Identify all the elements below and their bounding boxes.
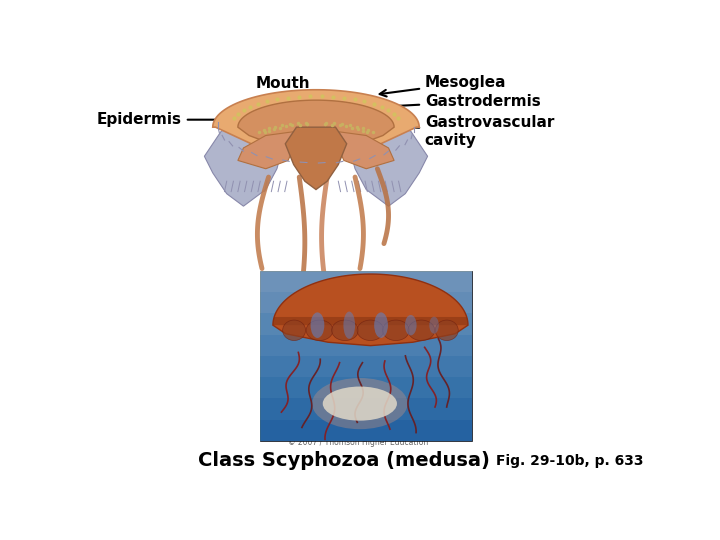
Text: © 2007 / Thomson Higher Education: © 2007 / Thomson Higher Education <box>288 438 428 447</box>
Bar <box>260 420 472 441</box>
Polygon shape <box>344 114 428 206</box>
Bar <box>260 377 472 399</box>
Polygon shape <box>273 274 468 346</box>
Polygon shape <box>336 131 394 168</box>
Text: Mouth: Mouth <box>255 76 310 109</box>
Text: Epidermis: Epidermis <box>97 112 240 127</box>
Ellipse shape <box>332 320 359 341</box>
Text: Gastrodermis: Gastrodermis <box>377 94 541 110</box>
Text: Gastrovascular
cavity: Gastrovascular cavity <box>372 115 554 147</box>
Bar <box>260 335 472 356</box>
Ellipse shape <box>405 315 417 335</box>
Bar <box>260 271 472 441</box>
Bar <box>260 313 472 335</box>
Text: Fig. 29-10b, p. 633: Fig. 29-10b, p. 633 <box>496 454 644 468</box>
Ellipse shape <box>357 320 384 341</box>
Ellipse shape <box>429 316 438 334</box>
Ellipse shape <box>283 320 305 341</box>
Ellipse shape <box>312 378 408 429</box>
Ellipse shape <box>374 312 388 338</box>
Text: Class Scyphozoa (medusa): Class Scyphozoa (medusa) <box>198 451 490 470</box>
Ellipse shape <box>310 312 324 338</box>
Polygon shape <box>273 317 468 325</box>
Polygon shape <box>238 131 297 168</box>
Polygon shape <box>204 114 288 206</box>
Ellipse shape <box>343 312 355 339</box>
Text: Mesoglea: Mesoglea <box>379 75 506 97</box>
Ellipse shape <box>436 320 458 341</box>
Polygon shape <box>238 100 394 152</box>
Ellipse shape <box>382 320 409 341</box>
Bar <box>260 399 472 420</box>
Bar <box>260 292 472 313</box>
Ellipse shape <box>323 387 397 421</box>
Bar <box>260 271 472 292</box>
Polygon shape <box>285 127 347 190</box>
Ellipse shape <box>306 320 333 341</box>
Polygon shape <box>213 90 419 160</box>
Bar <box>260 356 472 377</box>
Ellipse shape <box>408 320 435 341</box>
